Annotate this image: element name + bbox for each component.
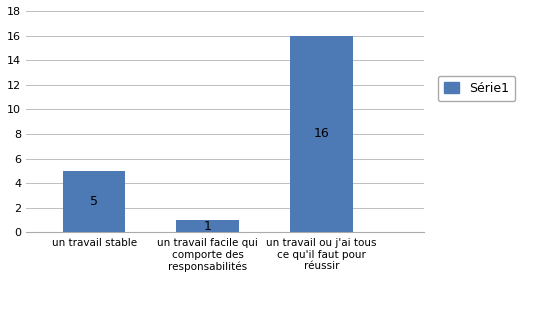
Text: 5: 5 bbox=[90, 195, 98, 208]
Bar bbox=[63, 171, 125, 232]
Text: 1: 1 bbox=[204, 220, 212, 233]
Text: 16: 16 bbox=[313, 127, 329, 140]
Bar bbox=[290, 36, 352, 232]
Legend: Série1: Série1 bbox=[438, 76, 515, 101]
Bar bbox=[176, 220, 239, 232]
